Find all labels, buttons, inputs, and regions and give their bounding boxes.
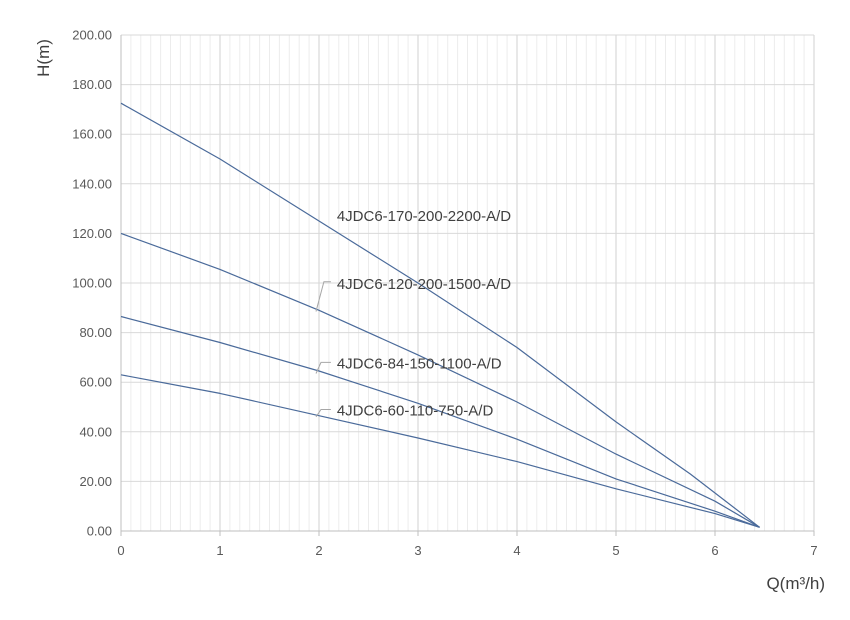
series-label-4jdc6-120-200-1500-a-d: 4JDC6-120-200-1500-A/D [337,276,511,293]
x-axis-title: Q(m³/h) [766,574,825,593]
x-tick-label: 1 [216,543,223,558]
series-layer [120,102,760,528]
y-tick-label: 100.00 [72,276,112,291]
grid-layer [121,34,815,531]
x-tick-label: 0 [117,543,124,558]
series-label-leader [315,361,331,374]
y-tick-label: 140.00 [72,176,112,191]
x-tick-label: 2 [315,543,322,558]
series-line-4jdc6-170-200-2200-a-d [120,102,760,528]
x-tick-label: 5 [612,543,619,558]
series-label-leader [315,281,331,312]
x-tick-label: 3 [414,543,421,558]
x-tick-label: 7 [810,543,817,558]
series-line-4jdc6-120-200-1500-a-d [120,232,760,528]
x-tick-label: 6 [711,543,718,558]
y-tick-label: 60.00 [79,375,112,390]
y-tick-label: 120.00 [72,226,112,241]
y-tick-label: 80.00 [79,325,112,340]
series-label-4jdc6-60-110-750-a-d: 4JDC6-60-110-750-A/D [337,403,494,420]
y-tick-label: 20.00 [79,474,112,489]
y-tick-label: 0.00 [87,524,112,539]
series-label-leader [315,409,331,418]
label-layer: 4JDC6-170-200-2200-A/D 4JDC6-120-200-1500… [315,208,511,420]
axis-layer: 0.00 20.00 40.00 60.00 80.00 100.00 120.00 140.… [72,28,817,559]
series-line-4jdc6-60-110-750-a-d [120,374,760,528]
series-line-4jdc6-84-150-1100-a-d [120,315,760,528]
y-tick-label: 40.00 [79,424,112,439]
y-axis-title: H(m) [34,39,53,77]
x-tick-label: 4 [513,543,520,558]
series-label-4jdc6-170-200-2200-a-d: 4JDC6-170-200-2200-A/D [337,208,511,225]
y-tick-label: 200.00 [72,28,112,43]
y-tick-label: 160.00 [72,127,112,142]
series-label-4jdc6-84-150-1100-a-d: 4JDC6-84-150-1100-A/D [337,356,502,373]
y-tick-label: 180.00 [72,77,112,92]
